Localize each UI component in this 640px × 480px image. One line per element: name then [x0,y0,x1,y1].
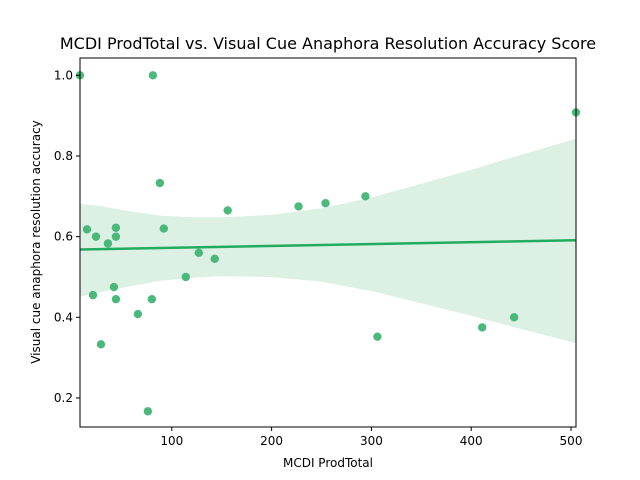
confidence-band [80,138,576,344]
y-axis: 0.2 0.4 0.6 0.8 1.0 [54,68,80,405]
x-tick-label: 300 [360,434,383,448]
data-point [109,282,119,292]
confidence-band-layer [80,138,576,344]
y-tick-label: 1.0 [54,68,73,82]
data-point [103,239,113,248]
y-tick-label: 0.8 [54,149,73,163]
x-tick-label: 100 [160,434,183,448]
data-point [361,192,370,201]
data-point [91,232,101,241]
data-point [147,294,157,304]
data-point [111,232,121,241]
data-point [143,407,153,416]
plot-area [75,71,581,416]
y-tick-label: 0.6 [54,230,73,244]
regression-line-layer [79,239,577,251]
data-point [148,71,158,80]
x-axis-label: MCDI ProdTotal [283,456,373,470]
data-point [194,248,203,257]
data-point [111,294,121,304]
data-point [373,332,382,341]
regression-line [79,239,577,251]
y-tick-label: 0.4 [54,310,73,324]
chart-title: MCDI ProdTotal vs. Visual Cue Anaphora R… [60,34,596,53]
x-axis: 100 200 300 400 500 [160,427,582,448]
data-points-layer [75,71,581,416]
data-point [82,225,92,234]
data-point [181,272,190,282]
y-tick-label: 0.2 [54,391,73,405]
data-point [133,309,143,319]
plot-frame [79,57,577,428]
data-point [294,202,303,211]
data-point [509,313,519,322]
x-tick-label: 500 [560,434,583,448]
data-point [96,340,106,349]
data-point [477,323,487,332]
data-point [88,290,98,300]
data-point [210,254,219,264]
data-point [155,178,165,188]
data-point [111,223,121,232]
x-tick-label: 400 [460,434,483,448]
data-point [159,224,169,233]
x-tick-label: 200 [260,434,283,448]
data-point [321,198,330,208]
y-axis-label: Visual cue anaphora resolution accuracy [29,120,43,364]
data-point [223,206,232,215]
